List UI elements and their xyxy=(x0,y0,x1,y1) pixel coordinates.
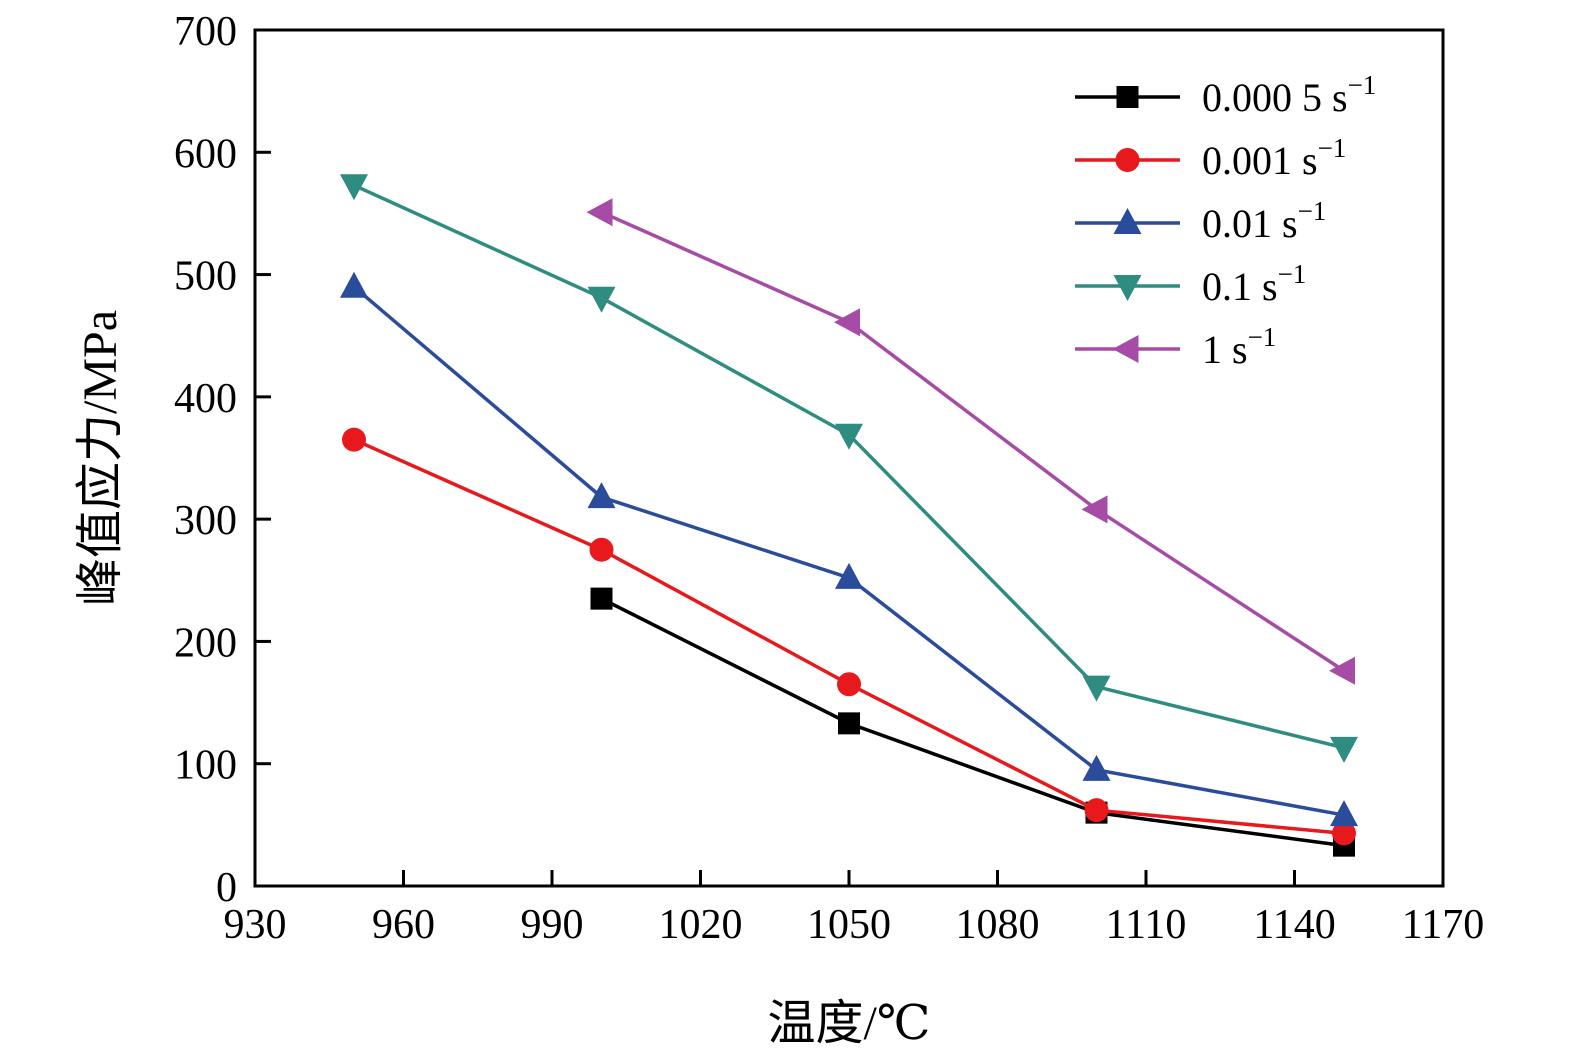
series-1 xyxy=(342,427,1356,846)
legend-marker xyxy=(1113,275,1142,301)
series-2-line xyxy=(352,285,1345,817)
legend-item-2: 0.01 s−1 xyxy=(1075,196,1326,246)
series-2-marker xyxy=(835,562,863,589)
series-4-marker xyxy=(834,308,860,337)
series-3 xyxy=(340,174,1358,763)
legend-item-4: 1 s−1 xyxy=(1075,322,1276,372)
x-tick-label: 1110 xyxy=(1106,902,1187,948)
x-tick-label: 990 xyxy=(521,902,584,948)
legend-label: 0.001 s−1 xyxy=(1202,133,1346,183)
series-1-marker xyxy=(1332,821,1356,846)
series-4-marker xyxy=(586,198,613,227)
series-2-marker xyxy=(1082,754,1111,781)
series-1-marker xyxy=(342,427,366,452)
series-1-marker xyxy=(837,672,861,697)
x-axis-title: 温度/℃ xyxy=(767,997,931,1050)
series-2-marker xyxy=(340,271,368,298)
x-tick-label: 1050 xyxy=(807,902,891,948)
x-tick-label: 1170 xyxy=(1402,902,1484,948)
series-2 xyxy=(340,271,1358,827)
x-tick-label: 1140 xyxy=(1253,902,1335,948)
legend-label: 0.000 5 s−1 xyxy=(1202,70,1376,120)
y-tick-label: 100 xyxy=(174,743,237,789)
legend-label: 0.1 s−1 xyxy=(1202,259,1306,309)
y-tick-label: 200 xyxy=(174,620,237,666)
x-tick-label: 930 xyxy=(224,902,287,948)
y-tick-label: 700 xyxy=(174,9,237,55)
legend-marker xyxy=(1116,86,1139,108)
series-0-marker xyxy=(838,712,860,735)
legend-label: 0.01 s−1 xyxy=(1202,196,1326,246)
series-2-marker xyxy=(1330,800,1358,827)
legend-marker xyxy=(1112,335,1139,363)
legend-marker xyxy=(1113,208,1142,234)
series-1-marker xyxy=(1084,798,1109,823)
series-4-line xyxy=(600,210,1345,673)
series-4-marker xyxy=(1329,656,1355,685)
series-3-marker xyxy=(587,286,616,313)
legend-item-3: 0.1 s−1 xyxy=(1075,259,1306,309)
y-tick-label: 400 xyxy=(174,376,237,422)
x-tick-label: 1080 xyxy=(956,902,1040,948)
series-4-marker xyxy=(1081,495,1108,524)
y-tick-label: 300 xyxy=(174,498,237,544)
series-4 xyxy=(586,198,1355,685)
x-tick-label: 1020 xyxy=(659,902,743,948)
y-tick-label: 0 xyxy=(216,865,237,911)
series-1-marker xyxy=(589,537,614,562)
y-axis-title: 峰值应力/MPa xyxy=(74,309,127,607)
series-3-marker xyxy=(340,174,368,201)
x-tick-label: 960 xyxy=(372,902,435,948)
series-3-marker xyxy=(835,423,863,450)
legend-item-0: 0.000 5 s−1 xyxy=(1075,70,1376,120)
series-2-marker xyxy=(587,482,616,509)
series-3-line xyxy=(353,183,1345,750)
legend-marker xyxy=(1115,148,1140,172)
series-1-line xyxy=(353,438,1345,836)
y-tick-label: 500 xyxy=(174,254,237,300)
y-tick-label: 600 xyxy=(174,131,237,177)
legend-label: 1 s−1 xyxy=(1202,322,1276,372)
series-0-line xyxy=(600,597,1345,848)
series-3-marker xyxy=(1330,736,1358,763)
series-3-marker xyxy=(1082,675,1111,702)
legend-item-1: 0.001 s−1 xyxy=(1075,133,1346,183)
series-0-marker xyxy=(590,587,613,610)
